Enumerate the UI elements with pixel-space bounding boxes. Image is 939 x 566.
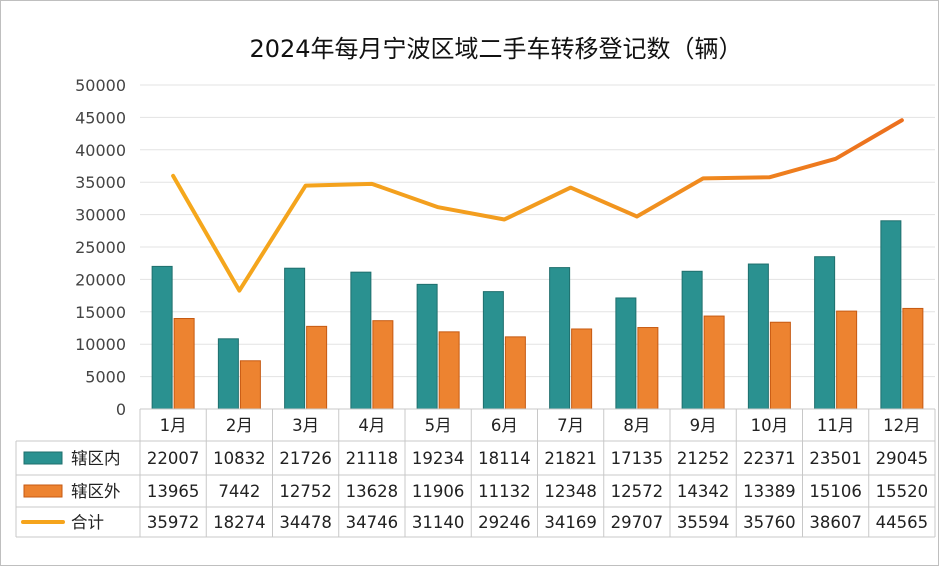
- category-label: 8月: [623, 416, 650, 435]
- data-label: 31140: [412, 513, 465, 532]
- data-label: 44565: [876, 513, 929, 532]
- legend-label: 合计: [71, 513, 104, 532]
- bar-辖区外: [637, 327, 659, 410]
- bar-辖区内: [217, 338, 239, 410]
- data-label: 19234: [412, 449, 465, 468]
- category-label: 10月: [751, 416, 789, 435]
- data-label: 29045: [876, 449, 929, 468]
- bar-辖区外: [504, 336, 526, 410]
- data-label: 21118: [346, 449, 399, 468]
- bar-辖区外: [571, 328, 593, 410]
- data-label: 15106: [809, 482, 862, 501]
- y-tick-label: 40000: [75, 141, 126, 160]
- data-label: 11132: [478, 482, 531, 501]
- legend-key-辖区外: [23, 484, 63, 498]
- y-tick-label: 30000: [75, 206, 126, 225]
- data-label: 34169: [544, 513, 597, 532]
- data-label: 35972: [147, 513, 200, 532]
- bar-辖区外: [836, 310, 858, 410]
- data-label: 23501: [809, 449, 862, 468]
- chart-title: 2024年每月宁波区域二手车转移登记数（辆）: [249, 35, 742, 63]
- data-label: 35594: [677, 513, 730, 532]
- data-label: 12752: [279, 482, 332, 501]
- bar-辖区内: [284, 267, 306, 410]
- data-label: 18114: [478, 449, 531, 468]
- y-tick-label: 25000: [75, 238, 126, 257]
- category-label: 3月: [292, 416, 319, 435]
- data-label: 22371: [743, 449, 796, 468]
- bar-辖区外: [306, 325, 328, 410]
- bar-辖区内: [549, 267, 571, 410]
- data-label: 15520: [876, 482, 929, 501]
- bar-辖区外: [173, 318, 195, 410]
- data-label: 22007: [147, 449, 200, 468]
- data-label: 18274: [213, 513, 266, 532]
- bar-辖区内: [747, 263, 769, 410]
- bar-辖区内: [416, 283, 438, 410]
- bar-辖区内: [880, 220, 902, 410]
- category-label: 6月: [491, 416, 518, 435]
- category-label: 7月: [557, 416, 584, 435]
- category-label: 11月: [817, 416, 855, 435]
- bar-辖区内: [350, 271, 372, 410]
- bar-辖区内: [681, 270, 703, 410]
- bar-辖区内: [151, 265, 173, 410]
- category-label: 9月: [690, 416, 717, 435]
- category-label: 2月: [226, 416, 253, 435]
- data-label: 21252: [677, 449, 730, 468]
- y-tick-label: 10000: [75, 335, 126, 354]
- y-tick-label: 50000: [75, 76, 126, 95]
- data-label: 34746: [346, 513, 399, 532]
- legend-label: 辖区外: [71, 482, 121, 501]
- data-label: 34478: [279, 513, 332, 532]
- bar-辖区内: [814, 256, 836, 410]
- y-tick-label: 20000: [75, 270, 126, 289]
- data-label: 14342: [677, 482, 730, 501]
- bars: [151, 220, 924, 410]
- bar-辖区外: [438, 331, 460, 410]
- line-合计: [171, 118, 904, 293]
- data-label: 38607: [809, 513, 862, 532]
- bar-辖区内: [615, 297, 637, 410]
- category-label: 12月: [883, 416, 921, 435]
- y-tick-label: 5000: [85, 368, 126, 387]
- data-label: 21821: [544, 449, 597, 468]
- category-label: 4月: [358, 416, 385, 435]
- data-label: 21726: [279, 449, 332, 468]
- data-label: 17135: [611, 449, 664, 468]
- data-label: 12572: [611, 482, 664, 501]
- legend-label: 辖区内: [71, 449, 121, 468]
- data-label: 29246: [478, 513, 531, 532]
- bar-辖区外: [703, 315, 725, 410]
- category-label: 5月: [425, 416, 452, 435]
- bar-辖区外: [902, 307, 924, 410]
- y-tick-label: 15000: [75, 303, 126, 322]
- data-label: 7442: [218, 482, 260, 501]
- data-label: 13389: [743, 482, 796, 501]
- y-tick-label: 35000: [75, 173, 126, 192]
- data-label: 35760: [743, 513, 796, 532]
- y-axis-ticks: 0 5000 10000 15000 20000 25000 30000 35000 40000…: [75, 76, 126, 419]
- y-tick-label: 0: [116, 400, 126, 419]
- data-label: 12348: [544, 482, 597, 501]
- data-label: 29707: [611, 513, 664, 532]
- legend-key-辖区内: [23, 451, 63, 465]
- bar-辖区外: [239, 360, 261, 410]
- bar-辖区外: [372, 320, 394, 410]
- bar-辖区外: [769, 321, 791, 410]
- category-label: 1月: [160, 416, 187, 435]
- data-label: 13965: [147, 482, 200, 501]
- data-label: 13628: [346, 482, 399, 501]
- data-label: 10832: [213, 449, 266, 468]
- bar-辖区内: [482, 291, 504, 410]
- y-tick-label: 45000: [75, 108, 126, 127]
- total-line: [171, 118, 904, 293]
- data-label: 11906: [412, 482, 465, 501]
